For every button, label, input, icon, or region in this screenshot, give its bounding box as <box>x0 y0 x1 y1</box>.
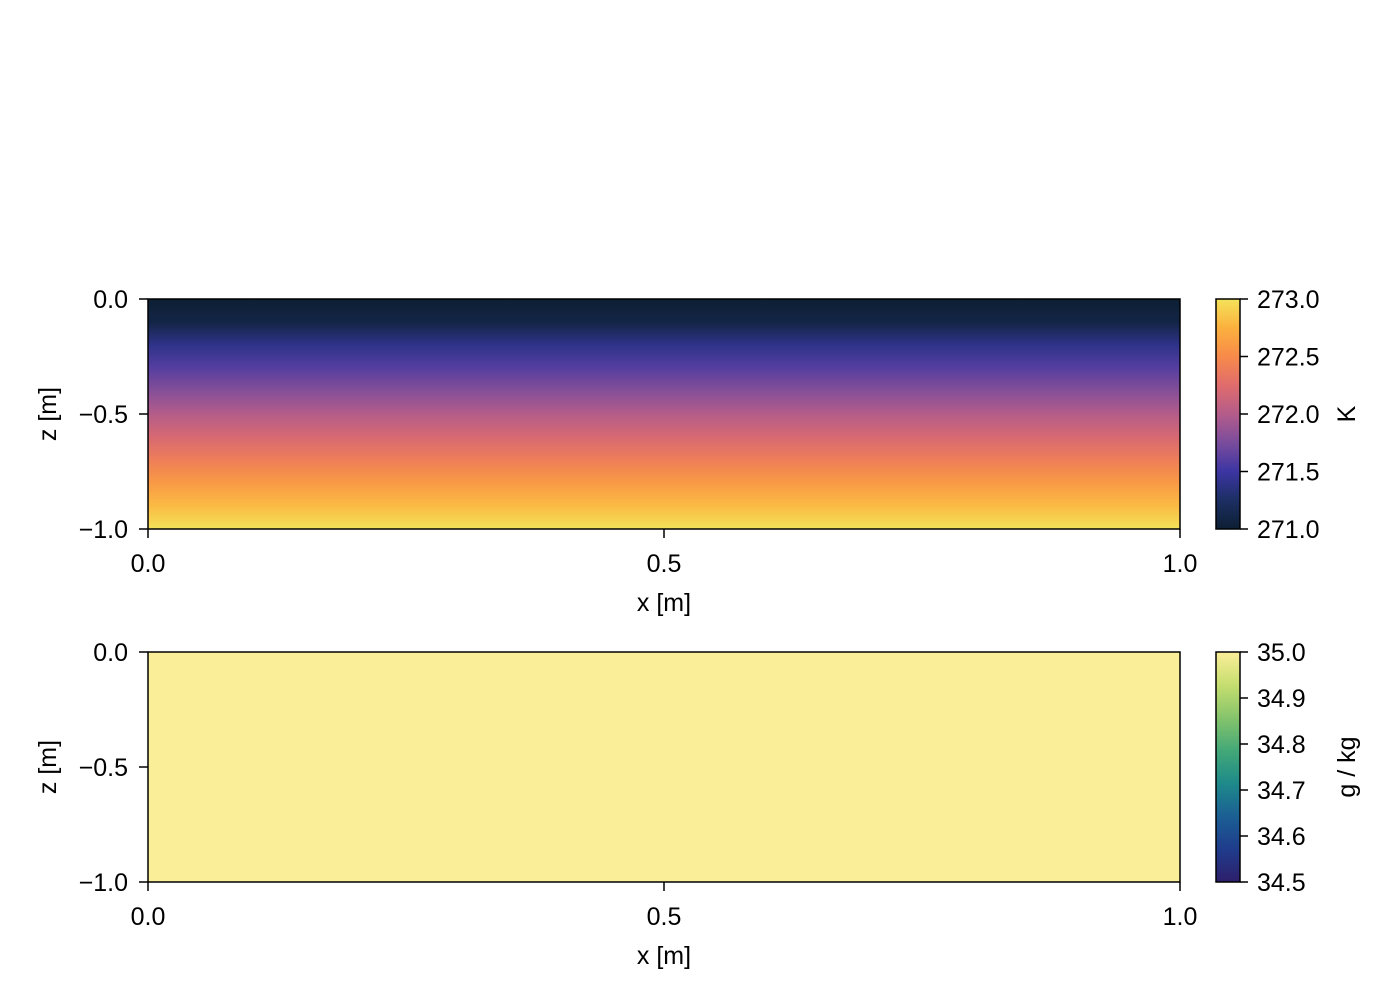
temperature-panel: 0.0 0.5 1.0 0.0−0.5−1.0 x [m] z [m] 273.02… <box>34 286 1361 617</box>
colorbar-tick-label: 34.5 <box>1257 869 1306 897</box>
x-tick-label: 0.5 <box>647 550 682 578</box>
colorbar-tick-label: 272.5 <box>1257 344 1320 372</box>
y-tick-label: −1.0 <box>79 516 128 544</box>
temperature-y-axis-label: z [m] <box>34 387 62 441</box>
salinity-field <box>148 652 1180 882</box>
salinity-colorbar-frame <box>1215 651 1241 883</box>
x-tick-label: 1.0 <box>1163 550 1198 578</box>
temperature-x-ticks: 0.0 0.5 1.0 <box>131 529 1198 578</box>
colorbar-tick-label: 34.9 <box>1257 685 1306 713</box>
colorbar-tick-label: 35.0 <box>1257 639 1306 667</box>
salinity-x-ticks: 0.0 0.5 1.0 <box>131 882 1198 931</box>
x-tick-label: 1.0 <box>1163 903 1198 931</box>
salinity-y-ticks: 0.0 −0.5 −1.0 <box>79 639 148 897</box>
y-tick-label: −0.5 <box>79 754 128 782</box>
salinity-x-axis-label: x [m] <box>637 942 691 970</box>
y-tick-label: 0.0 <box>93 639 128 667</box>
y-tick-label: 0.0 <box>93 286 128 314</box>
salinity-colorbar <box>1216 652 1240 882</box>
temperature-colorbar-ticks: 273.0 272.5 272.0 271.5 271.0 <box>1240 286 1320 544</box>
salinity-colorbar-label: g / kg <box>1333 736 1361 797</box>
temperature-colorbar <box>1216 299 1240 529</box>
temperature-colorbar-label: K <box>1333 405 1361 422</box>
salinity-y-axis-label: z [m] <box>34 740 62 794</box>
x-tick-label: 0.0 <box>131 550 166 578</box>
colorbar-tick-label: 273.0 <box>1257 286 1320 314</box>
salinity-panel: 0.0 0.5 1.0 0.0 −0.5 −1.0 x [m] z [m] 35.0 34… <box>34 639 1361 970</box>
temperature-field <box>148 299 1180 529</box>
colorbar-tick-label: 271.0 <box>1257 516 1320 544</box>
salinity-colorbar-ticks: 35.0 34.9 34.8 34.7 34.6 34.5 <box>1240 639 1306 897</box>
colorbar-tick-label: 271.5 <box>1257 459 1320 487</box>
colorbar-tick-label: 34.6 <box>1257 823 1306 851</box>
y-tick-label: −0.5 <box>79 401 128 429</box>
x-tick-label: 0.5 <box>647 903 682 931</box>
colorbar-tick-label: 34.7 <box>1257 777 1306 805</box>
x-tick-label: 0.0 <box>131 903 166 931</box>
colorbar-tick-label: 272.0 <box>1257 401 1320 429</box>
temperature-x-axis-label: x [m] <box>637 589 691 617</box>
temperature-y-ticks: 0.0 −0.5 −1.0 <box>79 286 148 544</box>
colorbar-tick-label: 34.8 <box>1257 731 1306 759</box>
y-tick-label: −1.0 <box>79 869 128 897</box>
